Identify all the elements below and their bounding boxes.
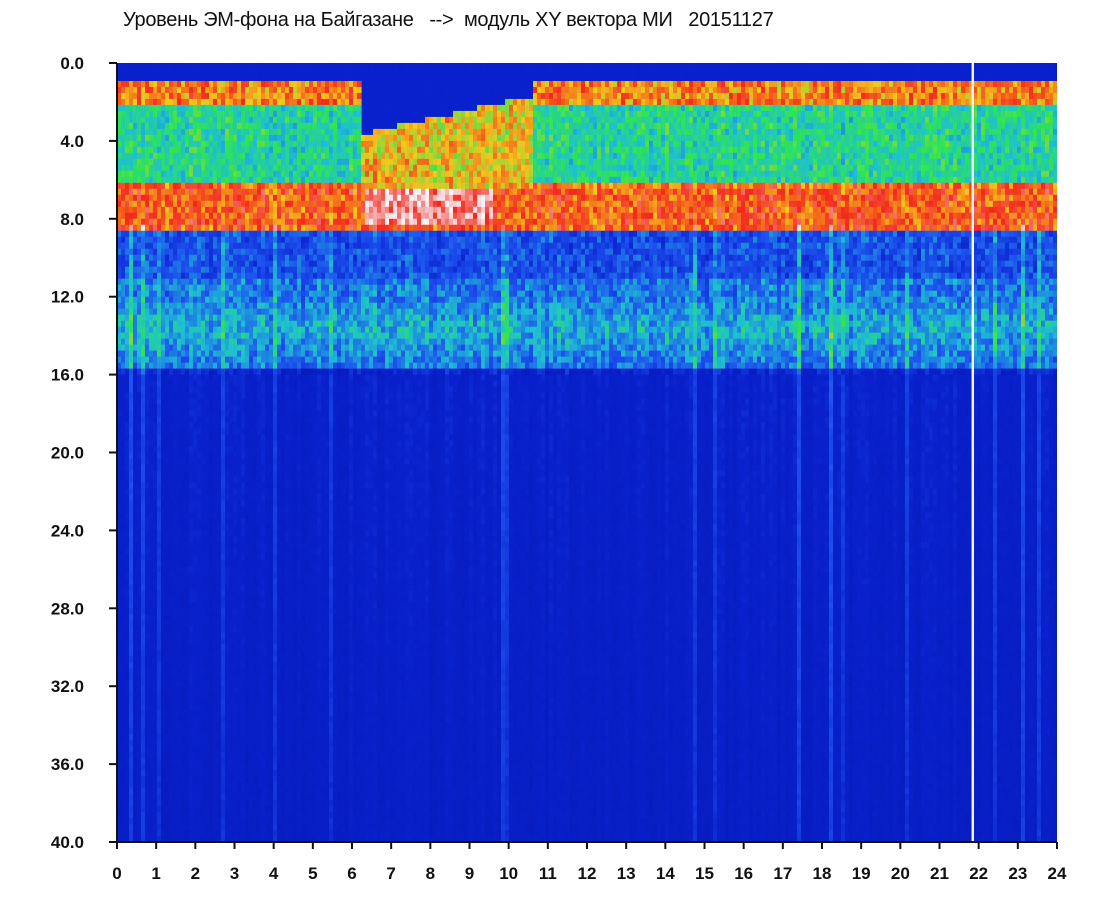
x-tick-label: 18 [813,864,832,883]
x-tick-label: 13 [617,864,636,883]
chart-title: Уровень ЭМ-фона на Байгазане --> модуль … [123,9,774,32]
x-tick-label: 22 [969,864,988,883]
x-tick-label: 19 [852,864,871,883]
y-tick-label: 16.0 [51,366,84,385]
y-tick-label: 28.0 [51,599,84,618]
x-tick-label: 12 [578,864,597,883]
y-tick-label: 0.0 [60,54,84,73]
x-tick-label: 11 [539,864,557,883]
y-tick-label: 40.0 [51,833,84,852]
x-tick-label: 8 [426,864,435,883]
y-tick-label: 8.0 [60,210,84,229]
y-tick-labels: 0.0 4.0 8.0 12.0 16.0 20.0 24.0 28.0 32.0 36.0 40.… [51,54,84,852]
x-tick-label: 4 [269,864,279,883]
y-tick-label: 4.0 [60,132,84,151]
x-tick-label: 16 [734,864,753,883]
x-tick-label: 0 [112,864,121,883]
x-tick-label: 17 [773,864,792,883]
y-tick-label: 32.0 [51,677,84,696]
y-tick-label: 24.0 [51,521,84,540]
x-tick-label: 5 [308,864,317,883]
x-tick-label: 21 [930,864,949,883]
x-tick-labels: 0 1 2 3 4 5 6 7 8 9 10 11 12 13 14 15 16 17 18 19 20 21 22 23 24 [112,864,1067,883]
x-tick-label: 6 [347,864,356,883]
plot-area [117,63,1057,842]
x-tick-label: 2 [191,864,200,883]
x-tick-label: 15 [695,864,714,883]
y-tick-label: 12.0 [51,288,84,307]
x-tick-label: 1 [151,864,160,883]
x-tick-label: 20 [891,864,910,883]
y-tick-label: 36.0 [51,755,84,774]
x-tick-label: 3 [230,864,239,883]
x-tick-label: 23 [1008,864,1027,883]
x-tick-label: 9 [465,864,474,883]
x-tick-label: 24 [1048,864,1067,883]
x-tick-label: 14 [656,864,675,883]
axes [109,62,1058,849]
y-tick-label: 20.0 [51,444,84,463]
x-tick-label: 7 [386,864,395,883]
x-tick-label: 10 [499,864,518,883]
